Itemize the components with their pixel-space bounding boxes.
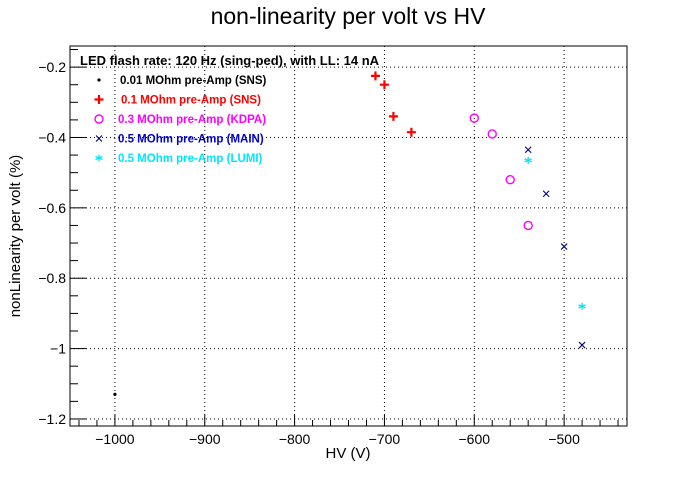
y-tick-label: −0.8 xyxy=(38,270,66,286)
marker-cross xyxy=(560,243,568,250)
y-axis-label: nonLinearity per volt (%) xyxy=(7,155,24,318)
marker-circle xyxy=(505,175,515,185)
marker-plus xyxy=(379,80,389,90)
marker-star xyxy=(524,156,532,164)
x-tick-label: −900 xyxy=(189,431,221,447)
legend-label: 0.5 MOhm pre-Amp (LUMI) xyxy=(118,153,263,165)
marker-cross xyxy=(542,190,550,198)
legend-marker xyxy=(94,95,104,104)
data-point xyxy=(578,302,586,310)
tick-layer xyxy=(70,49,619,426)
marker-cross xyxy=(95,135,103,142)
data-point xyxy=(542,190,550,198)
marker-plus xyxy=(388,111,398,121)
marker-star xyxy=(578,302,586,310)
y-tick-label: −0.6 xyxy=(38,200,66,216)
x-tick-label: −600 xyxy=(459,431,491,447)
legend-marker xyxy=(95,135,103,142)
tick-label-layer: −1000 −900 −800 −700 −600 −500 −1.2 −1 −0.8 −0.6 −… xyxy=(38,59,580,447)
data-point xyxy=(524,156,532,164)
y-tick-label: −0.2 xyxy=(38,59,66,75)
data-point xyxy=(370,71,380,81)
legend-marker xyxy=(94,114,104,124)
legend-marker xyxy=(95,154,103,162)
data-point xyxy=(113,392,117,396)
data-point xyxy=(379,80,389,90)
data-markers xyxy=(113,71,586,396)
chart-annotation: LED flash rate: 120 Hz (sing-ped), with … xyxy=(80,53,380,68)
marker-circle xyxy=(523,220,533,231)
grid-layer xyxy=(70,46,627,426)
data-point xyxy=(524,146,532,154)
marker-cross xyxy=(578,341,586,349)
marker-circle xyxy=(487,129,497,139)
x-axis-label: HV (V) xyxy=(326,445,371,462)
marker-dot xyxy=(113,392,117,396)
data-point xyxy=(487,129,497,139)
data-point xyxy=(388,111,398,121)
marker-star xyxy=(95,154,103,162)
data-point xyxy=(505,175,515,185)
data-point xyxy=(469,113,479,123)
x-tick-label: −1000 xyxy=(95,431,135,447)
legend-label: 0.3 MOhm pre-Amp (KDPA) xyxy=(118,114,266,126)
x-tick-label: −800 xyxy=(279,431,311,447)
chart-title: non-linearity per volt vs HV xyxy=(211,3,486,29)
legend-marker xyxy=(97,78,101,82)
marker-plus xyxy=(94,95,104,104)
y-tick-label: −1 xyxy=(50,341,66,357)
data-point xyxy=(560,243,568,250)
data-point xyxy=(523,220,533,231)
marker-cross xyxy=(524,146,532,154)
y-tick-label: −1.2 xyxy=(38,411,66,427)
data-point xyxy=(578,341,586,349)
y-tick-label: −0.4 xyxy=(38,129,66,145)
data-point xyxy=(406,127,416,137)
marker-plus xyxy=(370,71,380,81)
marker-circle xyxy=(469,113,479,123)
legend-label: 0.01 MOhm pre-Amp (SNS) xyxy=(120,75,266,87)
legend: 0.01 MOhm pre-Amp (SNS) 0.1 MOhm pre-Amp … xyxy=(94,75,266,165)
x-tick-label: −700 xyxy=(369,431,401,447)
marker-circle xyxy=(94,114,104,124)
legend-label: 0.1 MOhm pre-Amp (SNS) xyxy=(121,95,261,107)
legend-label: 0.5 MOhm pre-Amp (MAIN) xyxy=(118,134,264,146)
marker-dot xyxy=(97,78,101,82)
marker-plus xyxy=(406,127,416,137)
x-tick-label: −500 xyxy=(548,431,580,447)
